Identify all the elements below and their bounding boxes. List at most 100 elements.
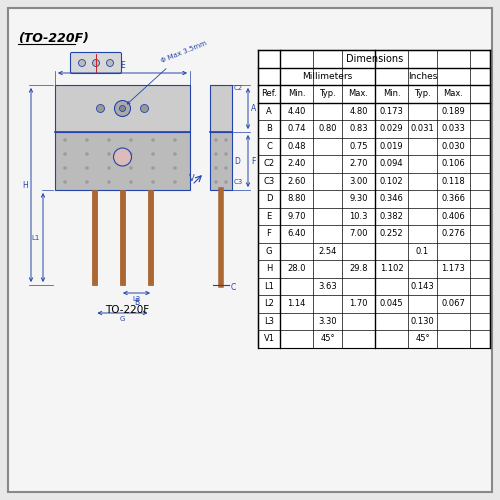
Bar	[210, 85, 232, 132]
Circle shape	[151, 166, 155, 170]
Text: 0.382: 0.382	[380, 212, 404, 221]
Text: Max.: Max.	[348, 89, 368, 98]
Text: 6.40: 6.40	[287, 229, 306, 238]
FancyBboxPatch shape	[70, 52, 122, 74]
Text: C2: C2	[264, 159, 274, 168]
Circle shape	[78, 60, 86, 66]
Circle shape	[151, 180, 155, 184]
Circle shape	[63, 138, 67, 142]
Circle shape	[129, 152, 133, 156]
Circle shape	[92, 60, 100, 66]
Circle shape	[224, 166, 228, 170]
Text: F: F	[266, 229, 272, 238]
Text: 0.75: 0.75	[349, 142, 368, 151]
Text: 10.3: 10.3	[349, 212, 368, 221]
Text: 0.173: 0.173	[380, 107, 404, 116]
Text: C3: C3	[264, 177, 274, 186]
Text: 9.30: 9.30	[349, 194, 368, 203]
Text: H: H	[22, 180, 28, 190]
Circle shape	[107, 180, 111, 184]
Text: 7.00: 7.00	[349, 229, 368, 238]
Text: 29.8: 29.8	[349, 264, 368, 273]
Circle shape	[106, 60, 114, 66]
Circle shape	[214, 180, 218, 184]
Bar	[92, 190, 97, 285]
Text: (TO-220F): (TO-220F)	[18, 32, 89, 45]
Text: 0.030: 0.030	[442, 142, 466, 151]
Bar	[120, 190, 125, 285]
Text: Inches: Inches	[408, 72, 437, 80]
Circle shape	[151, 152, 155, 156]
Circle shape	[173, 152, 177, 156]
Text: E: E	[120, 61, 125, 70]
Text: L1: L1	[32, 234, 40, 240]
Text: C: C	[266, 142, 272, 151]
Text: 0.83: 0.83	[349, 124, 368, 133]
Text: C: C	[231, 282, 236, 292]
Text: A: A	[251, 104, 256, 113]
Text: D: D	[266, 194, 272, 203]
Text: 3.00: 3.00	[349, 177, 368, 186]
Text: 28.0: 28.0	[287, 264, 306, 273]
Text: 9.70: 9.70	[287, 212, 306, 221]
Text: Dimensions: Dimensions	[346, 54, 404, 64]
Text: Max.: Max.	[444, 89, 464, 98]
Text: 0.406: 0.406	[442, 212, 466, 221]
Text: Min.: Min.	[288, 89, 306, 98]
Text: 0.276: 0.276	[442, 229, 466, 238]
Circle shape	[173, 138, 177, 142]
Text: F: F	[251, 156, 256, 166]
Circle shape	[173, 166, 177, 170]
Text: 2.60: 2.60	[287, 177, 306, 186]
Text: 0.48: 0.48	[287, 142, 306, 151]
Text: 0.143: 0.143	[410, 282, 434, 291]
Text: A: A	[266, 107, 272, 116]
Text: B: B	[134, 298, 139, 307]
Text: D: D	[234, 156, 240, 166]
Text: 0.366: 0.366	[442, 194, 466, 203]
Text: Ref.: Ref.	[261, 89, 277, 98]
Circle shape	[224, 138, 228, 142]
Text: 45°: 45°	[415, 334, 430, 343]
Text: C2: C2	[234, 85, 243, 91]
Text: Millimeters: Millimeters	[302, 72, 352, 80]
Text: 0.067: 0.067	[442, 299, 466, 308]
Text: E: E	[266, 212, 272, 221]
Circle shape	[107, 138, 111, 142]
Text: 1.102: 1.102	[380, 264, 404, 273]
Circle shape	[107, 166, 111, 170]
Text: 1.70: 1.70	[349, 299, 368, 308]
Circle shape	[173, 180, 177, 184]
Circle shape	[129, 166, 133, 170]
Text: 0.031: 0.031	[410, 124, 434, 133]
Text: 0.130: 0.130	[410, 317, 434, 326]
Text: 0.045: 0.045	[380, 299, 404, 308]
Circle shape	[120, 106, 126, 112]
Text: Φ Max 3.5mm: Φ Max 3.5mm	[127, 40, 208, 104]
Text: 0.033: 0.033	[442, 124, 466, 133]
Text: L1: L1	[264, 282, 274, 291]
Text: 2.54: 2.54	[318, 246, 336, 256]
Text: 0.094: 0.094	[380, 159, 404, 168]
Text: L2: L2	[132, 296, 140, 302]
Circle shape	[63, 180, 67, 184]
Text: Typ.: Typ.	[414, 89, 431, 98]
Text: 0.252: 0.252	[380, 229, 404, 238]
Circle shape	[114, 100, 130, 116]
Bar	[55, 85, 190, 132]
Circle shape	[140, 104, 148, 112]
Circle shape	[85, 180, 89, 184]
Text: 2.70: 2.70	[349, 159, 368, 168]
Text: L3: L3	[264, 317, 274, 326]
Text: 0.102: 0.102	[380, 177, 404, 186]
Circle shape	[96, 104, 104, 112]
Text: L2: L2	[264, 299, 274, 308]
Text: 2.40: 2.40	[288, 159, 306, 168]
Bar	[55, 132, 190, 190]
Circle shape	[114, 148, 132, 166]
Circle shape	[214, 152, 218, 156]
Text: 0.1: 0.1	[416, 246, 429, 256]
Text: H: H	[266, 264, 272, 273]
Text: TO-220F: TO-220F	[106, 305, 150, 315]
Text: 3.63: 3.63	[318, 282, 337, 291]
